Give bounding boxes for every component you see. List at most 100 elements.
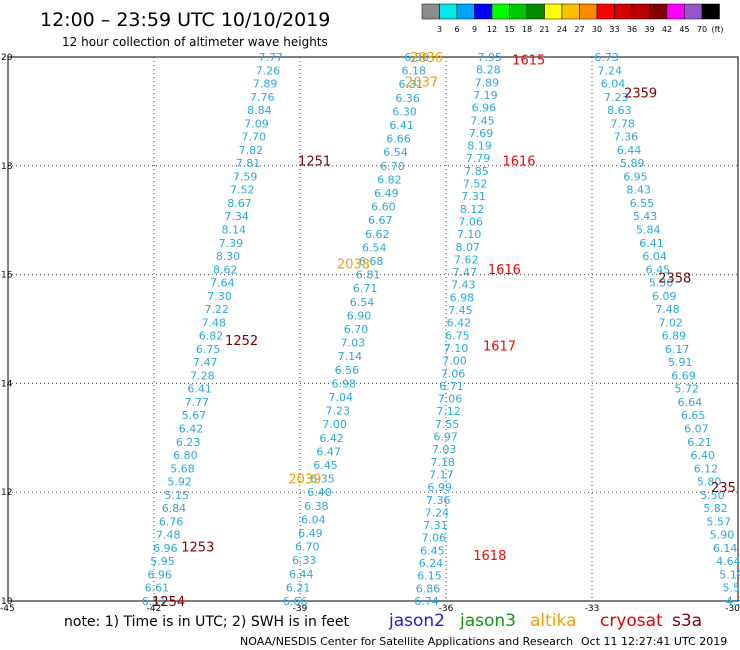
wave-height-value: 6.21 [286, 581, 311, 594]
colorbar-swatch [649, 3, 668, 20]
wave-height-value: 6.45 [313, 459, 338, 472]
wave-height-value: 8.30 [216, 250, 241, 263]
wave-height-value: 7.00 [322, 418, 347, 431]
pass-time-label: 1252 [225, 334, 258, 349]
wave-height-value: 7.30 [207, 290, 232, 303]
wave-height-value: 6.21 [687, 436, 712, 449]
legend-cryosat: cryosat [600, 611, 663, 631]
wave-height-value: 5.30 [649, 277, 674, 290]
colorbar-swatch [544, 3, 563, 20]
wave-height-value: 6.47 [316, 445, 341, 458]
plot-frame [7, 56, 739, 602]
colorbar-label: 24 [557, 25, 567, 34]
wave-height-value: 7.95 [478, 51, 503, 64]
wave-height-value: 6.40 [690, 449, 715, 462]
wave-height-value: 7.48 [202, 316, 227, 329]
wave-height-value: 6.45 [420, 544, 445, 557]
y-tick-label: 18 [1, 162, 13, 172]
footer-note: note: 1) Time is in UTC; 2) SWH is in fe… [64, 614, 350, 630]
wave-height-value: 7.09 [244, 117, 269, 130]
wave-height-value: 8.14 [222, 223, 247, 236]
x-tick-label: -36 [439, 604, 454, 614]
wave-height-value: 7.06 [438, 393, 463, 406]
pass-time-label: 1615 [512, 54, 545, 69]
wave-height-value: 6.70 [295, 541, 320, 554]
wave-height-value: 6.67 [368, 214, 393, 227]
colorbar-label: 36 [627, 25, 637, 34]
wave-height-value: 8.12 [460, 203, 485, 216]
colorbar-label: 18 [522, 25, 532, 34]
colorbar-swatch [439, 3, 458, 20]
wave-height-value: 7.24 [598, 64, 623, 77]
pass-time-label: 1253 [181, 541, 214, 556]
wave-height-value: 8.67 [227, 197, 252, 210]
legend-jason3: jason3 [459, 611, 516, 631]
wave-height-value: 8.07 [455, 241, 480, 254]
wave-height-value: 7.76 [250, 91, 275, 104]
wave-height-value: 6.45 [646, 263, 671, 276]
wave-height-value: 6.17 [665, 343, 690, 356]
wave-height-value: 6.81 [356, 269, 381, 282]
wave-height-value: 6.18 [402, 65, 427, 78]
wave-height-value: 6.98 [332, 377, 357, 390]
y-tick-label: 20 [1, 53, 13, 63]
wave-height-value: 6.54 [362, 241, 387, 254]
wave-height-value: 8.28 [476, 64, 501, 77]
wave-height-value: 7.43 [451, 279, 476, 292]
wave-height-value: 5.92 [167, 476, 192, 489]
wave-height-value: 6.41 [187, 383, 212, 396]
wave-height-value: 6.71 [353, 282, 378, 295]
colorbar-swatch [456, 3, 475, 20]
wave-height-value: 7.45 [470, 114, 495, 127]
pass-time-label: 2359 [624, 86, 657, 101]
time-labels: 1251 1252 1253 1254 2036 2037 2038 2039 1615 1616… [152, 51, 736, 610]
wave-height-value: 7.06 [441, 367, 466, 380]
wave-height-value: 7.18 [430, 456, 455, 469]
wave-height-value: 6.54 [383, 146, 408, 159]
wave-height-value: 6.75 [196, 343, 221, 356]
wave-height-value: 6.60 [371, 201, 396, 214]
wave-height-value: 7.82 [239, 144, 264, 157]
pass-time-label: 1251 [298, 154, 331, 169]
wave-height-value: 7.78 [610, 117, 635, 130]
wave-height-value: 7.89 [253, 78, 278, 91]
wave-height-value: 7.28 [190, 369, 215, 382]
wave-height-value: 7.70 [241, 131, 266, 144]
wave-height-value: 7.22 [204, 303, 229, 316]
wave-height-value: 6.38 [304, 500, 329, 513]
wave-height-value: 7.85 [464, 165, 489, 178]
wave-height-value: 7.00 [442, 355, 467, 368]
colorbar-swatch [596, 3, 615, 20]
wave-height-value: 6.66 [386, 133, 411, 146]
y-axis-ticks: 10 12 14 16 18 20 [1, 53, 13, 607]
y-tick-label: 12 [1, 488, 12, 498]
wave-height-values: 7.777.267.897.768.847.097.707.827.817.59… [142, 51, 740, 608]
wave-height-value: 6.09 [652, 290, 677, 303]
colorbar-label: 39 [644, 25, 654, 34]
wave-height-value: 6.82 [199, 330, 224, 343]
colorbar-swatch [579, 3, 598, 20]
wave-height-value: 5.55 [723, 582, 740, 595]
wave-height-value: 7.79 [466, 152, 491, 165]
wave-height-value: 6.64 [678, 396, 703, 409]
wave-height-value: 5.72 [674, 383, 699, 396]
wave-height-value: 6.82 [377, 173, 402, 186]
colorbar-label: 6 [454, 25, 459, 34]
x-tick-label: -42 [147, 604, 162, 614]
y-tick-label: 14 [1, 379, 13, 389]
wave-height-value: 7.69 [469, 127, 494, 140]
wave-height-value: 6.23 [176, 436, 201, 449]
wave-height-value: 7.02 [658, 316, 683, 329]
y-tick-label: 16 [1, 271, 13, 281]
pass-time-label: 2039 [288, 473, 321, 488]
wave-height-value: 6.62 [365, 228, 390, 241]
wave-height-value: 6.99 [428, 481, 453, 494]
wave-height-value: 6.71 [439, 380, 464, 393]
wave-height-value: 7.36 [426, 494, 451, 507]
chart-subtitle: 12 hour collection of altimeter wave hei… [62, 35, 328, 49]
wave-height-value: 8.84 [247, 104, 272, 117]
x-tick-label: -30 [725, 604, 740, 614]
wave-height-value: 7.52 [463, 178, 488, 191]
colorbar-label: 70 [697, 25, 707, 34]
